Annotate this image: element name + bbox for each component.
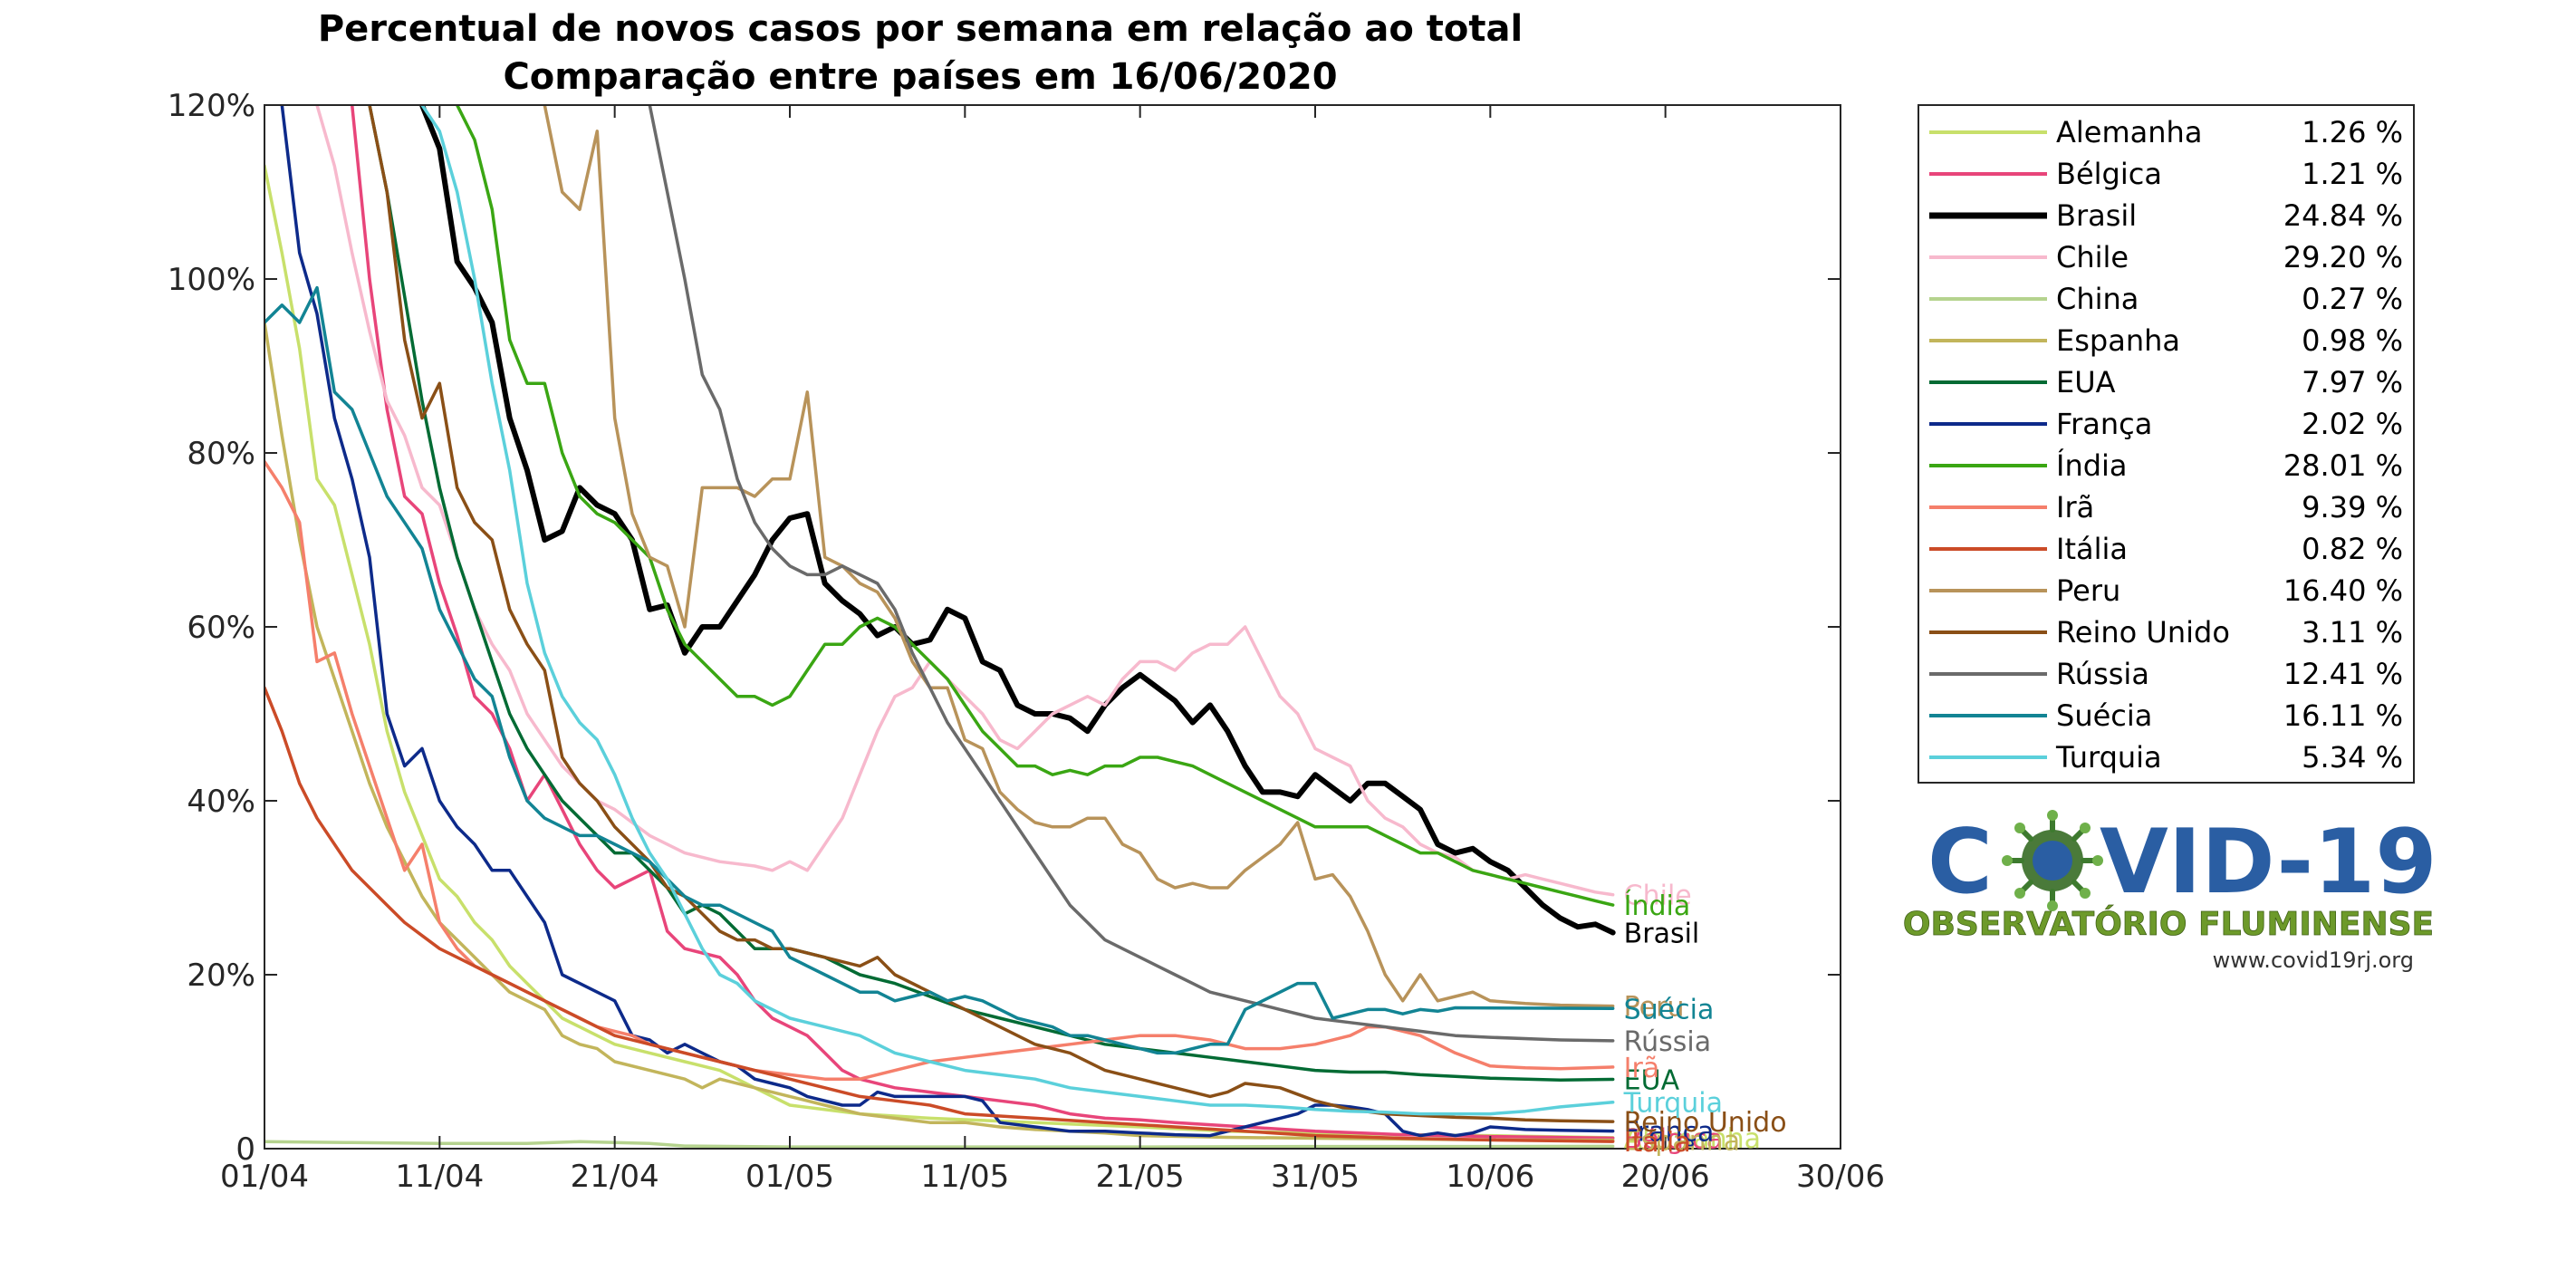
svg-text:C: C — [1927, 811, 1993, 914]
legend-name: Índia — [2056, 448, 2128, 483]
legend-value: 28.01 % — [2283, 448, 2403, 483]
legend-value: 0.27 % — [2302, 282, 2403, 316]
legend-value: 9.39 % — [2302, 490, 2403, 525]
series-line-chile — [315, 105, 1615, 897]
end-label-espanha: Espanha — [1624, 1126, 1740, 1158]
legend-value: 12.41 % — [2283, 657, 2403, 691]
y-tick-label: 20% — [187, 958, 255, 994]
series-line-suécia — [264, 285, 1615, 1055]
end-label-alemanha: Alemanha — [1624, 1123, 1761, 1155]
x-tick-label: 01/05 — [745, 1159, 834, 1195]
end-label-chile: Chile — [1624, 881, 1692, 912]
legend-name: China — [2056, 282, 2139, 316]
y-tick-label: 0 — [235, 1131, 255, 1168]
end-label-peru: Peru — [1624, 992, 1685, 1024]
x-tick-label: 11/04 — [395, 1159, 484, 1195]
legend-value: 1.26 % — [2302, 115, 2403, 149]
legend-name: Chile — [2056, 240, 2129, 274]
legend-value: 16.11 % — [2283, 698, 2403, 733]
legend-name: Alemanha — [2056, 115, 2202, 149]
svg-text:VID-19: VID-19 — [2100, 811, 2437, 914]
x-tick-label: 21/05 — [1096, 1159, 1185, 1195]
legend-name: Espanha — [2056, 323, 2180, 358]
legend-value: 5.34 % — [2302, 740, 2403, 775]
series-line-eua — [368, 105, 1615, 1082]
series-line-peru — [543, 105, 1615, 1008]
legend-name: Peru — [2056, 573, 2120, 608]
logo-subtitle: OBSERVATÓRIO FLUMINENSE — [1903, 905, 2434, 943]
x-tick-label: 10/06 — [1446, 1159, 1534, 1195]
end-label-índia: Índia — [1624, 890, 1691, 922]
legend-value: 0.98 % — [2302, 323, 2403, 358]
legend: Alemanha 1.26 % Bélgica 1.21 % Brasil 24.84 %… — [1918, 104, 2415, 784]
legend-name: Brasil — [2056, 198, 2137, 233]
end-label-suécia: Suécia — [1624, 994, 1715, 1025]
legend-name: Rússia — [2056, 657, 2149, 691]
end-label-irã: Irã — [1624, 1053, 1660, 1084]
y-tick-label: 60% — [187, 610, 255, 646]
chart-subtitle: Comparação entre países em 16/06/2020 — [503, 56, 1337, 98]
series-line-bélgica — [350, 105, 1615, 1140]
logo-url: www.covid19rj.org — [2213, 948, 2414, 973]
legend-value: 0.82 % — [2302, 532, 2403, 566]
legend-name: Turquia — [2055, 740, 2162, 775]
legend-value: 2.02 % — [2302, 407, 2403, 441]
x-tick-label: 01/04 — [220, 1159, 309, 1195]
end-label-rússia: Rússia — [1624, 1026, 1712, 1058]
y-tick-label: 120% — [168, 88, 255, 124]
legend-name: Bélgica — [2056, 157, 2162, 191]
series-line-reino-unido — [368, 105, 1615, 1123]
end-label-reino-unido: Reino Unido — [1624, 1107, 1787, 1139]
end-label-turquia: Turquia — [1623, 1088, 1723, 1120]
legend-value: 1.21 % — [2302, 157, 2403, 191]
x-tick-label: 31/05 — [1271, 1159, 1360, 1195]
y-tick-label: 40% — [187, 784, 255, 820]
virus-icon — [2002, 810, 2103, 911]
series-lines — [264, 105, 1616, 1149]
legend-name: EUA — [2056, 365, 2116, 399]
end-label-eua: EUA — [1624, 1064, 1680, 1096]
legend-name: Reino Unido — [2056, 615, 2230, 650]
series-line-rússia — [648, 105, 1615, 1043]
legend-name: Irã — [2056, 490, 2094, 525]
legend-value: 29.20 % — [2283, 240, 2403, 274]
legend-value: 7.97 % — [2302, 365, 2403, 399]
axes: 01/04 11/04 21/04 01/05 11/05 21/05 31/05 10/06… — [168, 88, 1885, 1195]
series-line-frança — [280, 105, 1615, 1138]
end-label-brasil: Brasil — [1624, 919, 1700, 950]
legend-name: Suécia — [2056, 698, 2152, 733]
x-tick-label: 20/06 — [1621, 1159, 1710, 1195]
end-label-itália: Itália — [1624, 1127, 1691, 1159]
end-label-frança: França — [1624, 1117, 1715, 1149]
y-tick-label: 80% — [187, 436, 255, 472]
x-tick-label: 11/05 — [920, 1159, 1009, 1195]
chart-title: Percentual de novos casos por semana em … — [318, 8, 1523, 50]
series-line-turquia — [420, 105, 1615, 1116]
legend-name: Itália — [2056, 532, 2128, 566]
logo: C — [1902, 810, 2437, 973]
x-tick-label: 21/04 — [571, 1159, 659, 1195]
y-tick-label: 100% — [168, 262, 255, 298]
legend-name: França — [2056, 407, 2152, 441]
series-line-china — [264, 1140, 1615, 1149]
legend-value: 16.40 % — [2283, 573, 2403, 608]
logo-wordmark: C — [1927, 810, 2437, 914]
end-label-bélgica: Bélgica — [1624, 1123, 1724, 1155]
legend-value: 3.11 % — [2302, 615, 2403, 650]
series-line-brasil — [419, 105, 1616, 936]
x-tick-label: 30/06 — [1796, 1159, 1885, 1195]
series-line-alemanha — [264, 164, 1615, 1140]
series-line-espanha — [264, 321, 1615, 1142]
plot-area — [264, 104, 1841, 1150]
series-line-itália — [264, 686, 1615, 1143]
legend-value: 24.84 % — [2283, 198, 2403, 233]
